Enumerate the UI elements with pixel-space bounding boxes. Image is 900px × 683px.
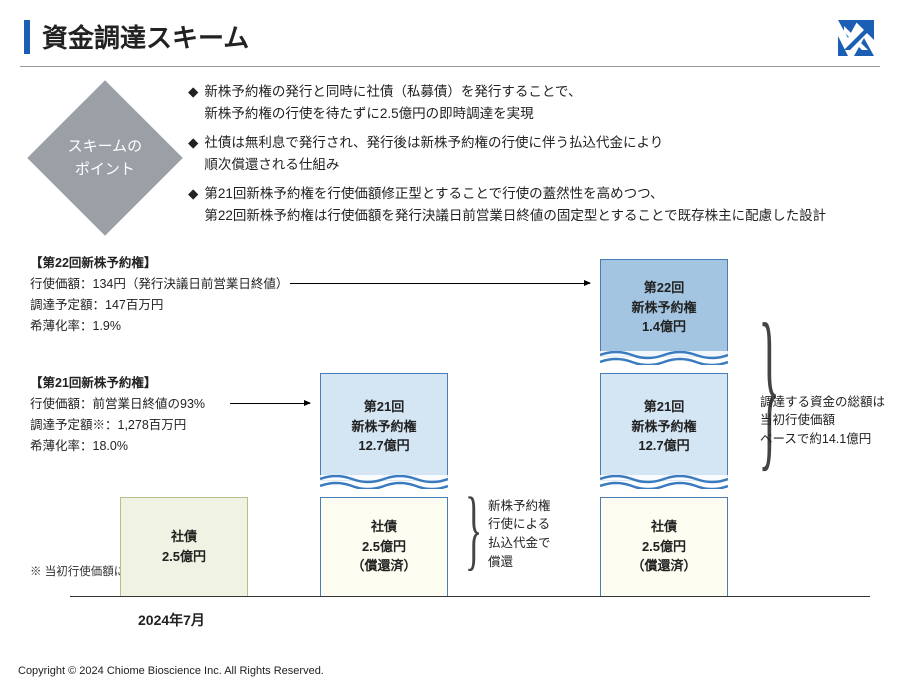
chart-area: 【第22回新株予約権】 行使価額：134円（発行決議日前営業日終値） 調達予定額… [0,253,900,613]
col2-w21-t: 第21回 [364,397,404,417]
note-22-l3: 希薄化率：1.9% [30,319,121,333]
bullet-mark-icon: ◆ [188,183,198,226]
brace-mid-icon: } [465,478,482,581]
copyright-text: Copyright © 2024 Chiome Bioscience Inc. … [18,665,324,677]
brace-right-icon: } [758,283,780,490]
wave-divider [600,475,728,489]
bullet-text: 新株予約権の発行と同時に社債（私募債）を発行することで、 新株予約権の行使を待た… [204,81,581,124]
wave-divider [320,475,448,489]
col1-bond-title: 社債 [171,527,197,547]
col3-w21-v: 12.7億円 [638,436,689,456]
title-underline [20,66,880,67]
diamond-line1: スキームの [68,137,143,154]
wave-divider [600,351,728,365]
col3-bond-repaid: （償還済） [631,556,696,576]
col1-bond-value: 2.5億円 [162,547,206,567]
col2-bond-block: 社債 2.5億円 （償還済） [320,497,448,597]
col2-bond-title: 社債 [371,517,397,537]
note-22-l2: 調達予定額：147百万円 [30,298,163,312]
note-22: 【第22回新株予約権】 行使価額：134円（発行決議日前営業日終値） 調達予定額… [30,253,288,338]
col2-w21-block: 第21回 新株予約権 12.7億円 [320,373,448,481]
bullet-mark-icon: ◆ [188,132,198,175]
x-axis-label: 2024年7月 [138,610,205,630]
col3-bond-value: 2.5億円 [642,537,686,557]
points-section: スキームの ポイント ◆新株予約権の発行と同時に社債（私募債）を発行することで、… [0,81,900,235]
title-accent-bar [24,20,30,54]
note-21-l2: 調達予定額※：1,278百万円 [30,418,186,432]
title-bar: 資金調達スキーム [0,0,900,66]
mid-brace-note: 新株予約権 行使による 払込代金で 償還 [488,497,551,572]
col3-bond-block: 社債 2.5億円 （償還済） [600,497,728,597]
arrow-22 [290,283,590,284]
bullet-text: 第21回新株予約権を行使価額修正型とすることで行使の蓋然性を高めつつ、 第22回… [204,183,826,226]
col2-w21-v: 12.7億円 [358,436,409,456]
col2-bond-repaid: （償還済） [351,556,416,576]
bullet-item: ◆新株予約権の発行と同時に社債（私募債）を発行することで、 新株予約権の行使を待… [188,81,860,124]
bullet-list: ◆新株予約権の発行と同時に社債（私募債）を発行することで、 新株予約権の行使を待… [188,81,860,235]
bullet-item: ◆社債は無利息で発行され、発行後は新株予約権の行使に伴う払込代金により 順次償還… [188,132,860,175]
diamond-line2: ポイント [75,160,135,177]
page-title: 資金調達スキーム [42,18,249,55]
right-brace-note: 調達する資金の総額は 当初行使価額 ベースで約14.1億円 [760,393,885,449]
bullet-mark-icon: ◆ [188,81,198,124]
diamond-badge: スキームの ポイント [27,80,183,236]
col2-bond-value: 2.5億円 [362,537,406,557]
bullet-text: 社債は無利息で発行され、発行後は新株予約権の行使に伴う払込代金により 順次償還さ… [204,132,663,175]
col3-w21-t: 第21回 [644,397,684,417]
col3-w22-block: 第22回 新株予約権 1.4億円 [600,259,728,357]
col3-w22-s: 新株予約権 [631,298,696,318]
note-22-l1: 行使価額：134円（発行決議日前営業日終値） [30,277,288,291]
arrow-21 [230,403,310,404]
note-21-l3: 希薄化率：18.0% [30,439,128,453]
note-21: 【第21回新株予約権】 行使価額：前営業日終値の93% 調達予定額※：1,278… [30,373,205,458]
col3-w21-s: 新株予約権 [631,417,696,437]
col3-w21-block: 第21回 新株予約権 12.7億円 [600,373,728,481]
col2-w21-s: 新株予約権 [351,417,416,437]
col3-w22-v: 1.4億円 [642,317,686,337]
note-21-l1: 行使価額：前営業日終値の93% [30,397,205,411]
col3-bond-title: 社債 [651,517,677,537]
note-22-header: 【第22回新株予約権】 [30,256,156,270]
bullet-item: ◆第21回新株予約権を行使価額修正型とすることで行使の蓋然性を高めつつ、 第22… [188,183,860,226]
col1-bond-block: 社債 2.5億円 [120,497,248,597]
x-axis-line [70,596,870,597]
note-21-header: 【第21回新株予約権】 [30,376,156,390]
col3-w22-t: 第22回 [644,278,684,298]
company-logo-icon [836,18,876,58]
